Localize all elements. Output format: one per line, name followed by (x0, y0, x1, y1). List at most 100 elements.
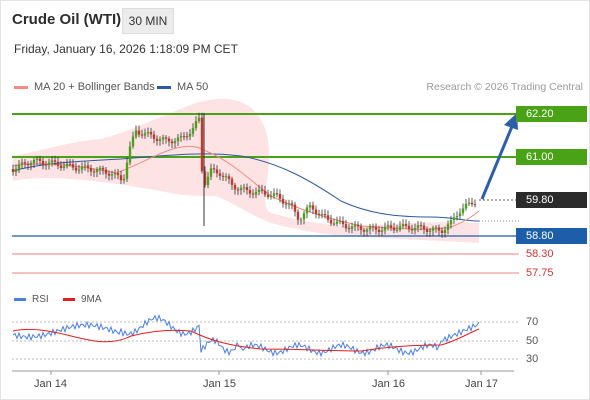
support-2-tag: 57.75 (526, 267, 554, 279)
x-label-jan17: Jan 17 (465, 378, 499, 390)
candle-body (284, 203, 288, 205)
candle-body (254, 192, 258, 195)
candle-body (275, 193, 279, 195)
candle-body (407, 225, 411, 230)
candle-body (233, 184, 237, 190)
candle-body (473, 204, 477, 206)
candle-body (86, 165, 90, 168)
forecast-arrow-head (504, 113, 518, 130)
candle-body (356, 224, 360, 227)
candle-body (332, 223, 336, 225)
candle-body (188, 133, 192, 137)
candle-body (95, 169, 99, 173)
candle-body (215, 169, 219, 174)
ma50-line (12, 153, 480, 222)
x-label-jan14: Jan 14 (34, 378, 68, 390)
rsi-tick-70: 70 (526, 316, 539, 328)
candle-body (137, 130, 141, 135)
candle-body (359, 226, 363, 231)
candle-body (227, 176, 231, 179)
candle-body (212, 168, 216, 170)
candle-body (242, 187, 246, 189)
timeframe-button[interactable]: 30 MIN (122, 8, 174, 34)
candle-body (272, 193, 276, 196)
candle-body (416, 225, 420, 228)
candle-body (23, 162, 27, 164)
candle-body (341, 221, 345, 225)
ma9-swatch (63, 298, 75, 301)
candle-body (116, 173, 120, 176)
candle-body (59, 165, 63, 168)
candle-body (56, 161, 60, 166)
candle-body (248, 190, 252, 194)
x-label-jan15: Jan 15 (203, 378, 237, 390)
candle-body (191, 128, 195, 134)
candle-body (302, 213, 306, 220)
candle-body (311, 205, 315, 210)
candle-body (38, 158, 42, 161)
pivot-tag: 58.80 (516, 228, 587, 244)
candle-body (344, 224, 348, 229)
candle-body (299, 219, 303, 221)
candle-body (320, 214, 324, 216)
candle-body (53, 160, 57, 162)
candle-body (425, 229, 429, 232)
candle-body (410, 229, 414, 231)
candle-body (104, 169, 108, 174)
candle-body (152, 134, 156, 139)
candlesticks (11, 112, 477, 238)
candle-body (353, 224, 357, 227)
candle-body (122, 178, 126, 181)
candle-body (128, 146, 132, 163)
candle-body (200, 117, 204, 172)
candle-body (431, 227, 435, 231)
candle-body (131, 136, 135, 147)
candle-body (380, 230, 384, 232)
candle-body (146, 132, 150, 134)
candle-body (371, 226, 375, 228)
candle-body (101, 167, 105, 170)
candle-body (374, 226, 378, 230)
candle-body (20, 162, 24, 165)
candle-body (362, 230, 366, 232)
candle-body (110, 174, 114, 176)
candle-body (287, 203, 291, 205)
legend-ma20: MA 20 + Bollinger Bands (14, 81, 155, 93)
candle-body (263, 190, 267, 195)
candle-body (323, 214, 327, 216)
candle-body (314, 209, 318, 214)
candle-body (65, 163, 69, 167)
candle-body (176, 137, 180, 142)
candle-body (245, 187, 249, 191)
candle-body (68, 163, 72, 165)
resistance-2-tag: 62.20 (516, 106, 587, 122)
candle-body (209, 168, 213, 177)
candle-body (35, 158, 39, 160)
candle-body (428, 230, 432, 232)
candle-body (269, 195, 273, 198)
candle-body (251, 193, 255, 195)
research-credit: Research © 2026 Trading Central (426, 81, 583, 93)
candle-body (158, 139, 162, 141)
candle-body (377, 229, 381, 232)
candle-body (278, 193, 282, 199)
candle-body (221, 175, 225, 177)
candle-body (266, 194, 270, 198)
candle-body (74, 167, 78, 171)
candle-body (92, 171, 96, 173)
candle-body (383, 226, 387, 231)
candle-body (461, 208, 465, 214)
candle-body (305, 207, 309, 214)
candle-body (32, 159, 36, 164)
rsi-9ma-line (12, 328, 480, 352)
candle-body (197, 117, 201, 122)
candle-body (47, 162, 51, 166)
candle-body (452, 217, 456, 221)
candle-body (179, 136, 183, 138)
candle-body (236, 189, 240, 191)
candle-body (440, 230, 444, 233)
timestamp: Friday, January 16, 2026 1:18:09 PM CET (14, 42, 238, 56)
candle-body (443, 229, 447, 233)
instrument-title: Crude Oil (WTI) (12, 11, 122, 28)
